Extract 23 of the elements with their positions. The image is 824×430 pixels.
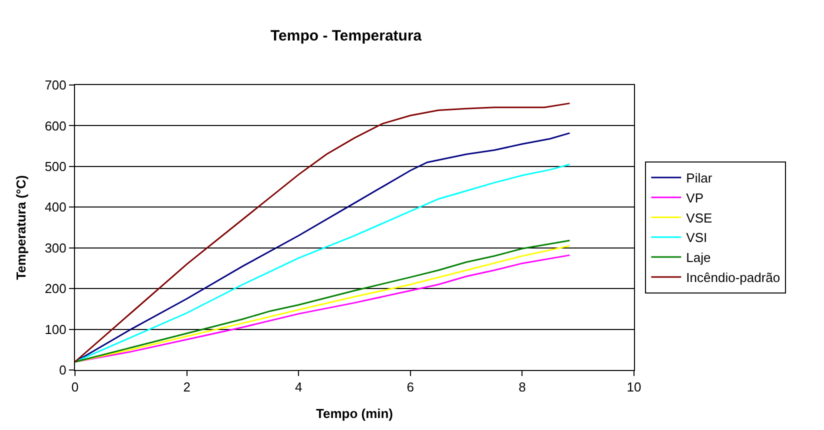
- x-tick-label: 10: [626, 380, 642, 395]
- legend-label: VSE: [686, 210, 713, 226]
- x-tick-label: 6: [406, 380, 414, 395]
- x-tick-label: 0: [71, 380, 79, 395]
- y-tick-label: 600: [44, 118, 66, 134]
- x-tick-label: 4: [294, 380, 302, 395]
- legend-label: VP: [686, 190, 704, 206]
- y-tick-label: 0: [59, 362, 66, 378]
- y-tick-label: 700: [44, 78, 66, 93]
- y-tick-label: 200: [44, 281, 66, 296]
- y-tick-label: 400: [44, 200, 66, 215]
- y-tick-label: 300: [44, 240, 66, 256]
- chart-title: Tempo - Temperatura: [270, 28, 422, 45]
- legend-label: VSI: [686, 230, 708, 246]
- legend-label: Laje: [686, 250, 711, 266]
- x-axis-title: Tempo (min): [316, 406, 394, 422]
- x-tick-label: 8: [518, 380, 526, 395]
- y-axis-title: Temperatura (°C): [14, 175, 29, 280]
- y-tick-label: 500: [44, 158, 66, 174]
- legend-label: Pilar: [686, 170, 713, 186]
- x-tick-label: 2: [183, 380, 190, 395]
- y-tick-label: 100: [44, 322, 66, 337]
- legend-label: Incêndio-padrão: [686, 270, 780, 286]
